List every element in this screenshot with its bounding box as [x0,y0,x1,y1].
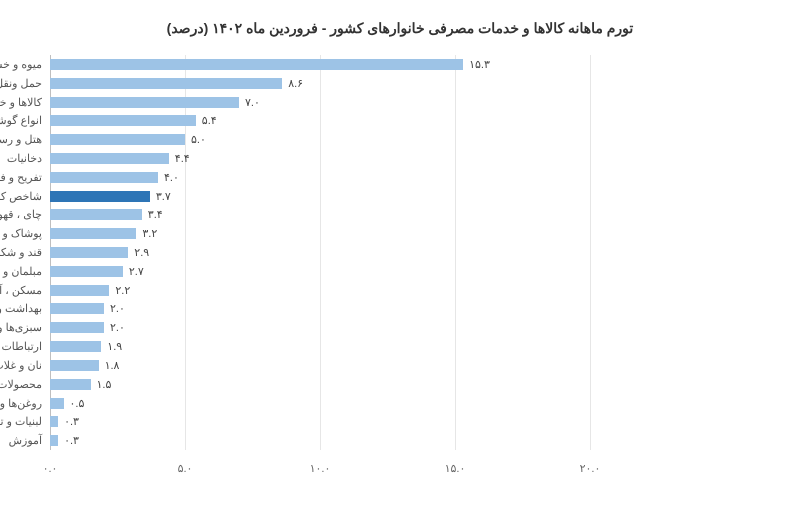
bar [50,341,101,352]
value-label: ۲.۹ [134,246,149,259]
value-label: ۴.۴ [175,152,190,165]
category-label: محصولات خوراکی طبقه بندی نشده در جای دیگ… [0,378,42,391]
bar-row: شاخص کل۳.۷ [50,187,590,206]
bar [50,379,91,390]
bar [50,134,185,145]
bar [50,360,99,371]
x-tick-label: ۱۰.۰ [310,462,331,475]
bar [50,266,123,277]
bar [50,59,463,70]
bar-row: محصولات خوراکی طبقه بندی نشده در جای دیگ… [50,375,590,394]
value-label: ۲.۲ [115,284,130,297]
bar-row: کالاها و خدمات متفرقه۷.۰ [50,93,590,112]
value-label: ۲.۷ [129,265,144,278]
bar [50,303,104,314]
value-label: ۱۵.۳ [469,58,490,71]
category-label: لبنیات و تخم مرغ [0,415,42,428]
bar-row: آموزش۰.۳ [50,431,590,450]
value-label: ۸.۶ [288,77,303,90]
category-label: انواع گوشت قرمز و سفید [0,114,42,127]
value-label: ۱.۵ [97,378,112,391]
x-tick-label: ۲۰.۰ [580,462,601,475]
category-label: سبزی‌ها وحبوبات [0,321,42,334]
bar [50,398,64,409]
value-label: ۴.۰ [164,171,179,184]
bar-row: چای ، قهوه ، کاکائو۳.۴ [50,206,590,225]
category-label: پوشاک و کفش [0,227,42,240]
category-label: میوه و خشکبار [0,58,42,71]
gridline [590,55,591,450]
bar-row: میوه و خشکبار۱۵.۳ [50,55,590,74]
bar-row: حمل ونقل۸.۶ [50,74,590,93]
bar [50,435,58,446]
value-label: ۳.۲ [142,227,157,240]
bar-row: هتل و رستوران۵.۰ [50,130,590,149]
value-label: ۳.۷ [156,190,171,203]
value-label: ۳.۴ [148,208,163,221]
value-label: ۱.۸ [105,359,120,372]
bar-row: مبلمان و لوازم خانگی و نگهداری معمول آنه… [50,262,590,281]
category-label: کالاها و خدمات متفرقه [0,96,42,109]
bar-row: انواع گوشت قرمز و سفید۵.۴ [50,111,590,130]
bar [50,285,109,296]
value-label: ۰.۵ [70,397,85,410]
bar [50,247,128,258]
x-tick-label: ۰.۰ [43,462,58,475]
bar-row: سبزی‌ها وحبوبات۲.۰ [50,318,590,337]
category-label: مسکن ، آب ، برق ، گاز و سایر سوختها [0,284,42,297]
bar-row: بهداشت و درمان۲.۰ [50,300,590,319]
bar [50,209,142,220]
category-label: قند و شکر و شیرینی‌ها [0,246,42,259]
x-tick-label: ۵.۰ [178,462,193,475]
category-label: بهداشت و درمان [0,302,42,315]
category-label: چای ، قهوه ، کاکائو [0,208,42,221]
category-label: تفریح و فرهنگ [0,171,42,184]
category-label: دخانیات [7,152,42,165]
bar-row: روغن‌ها و چربی‌ها۰.۵ [50,394,590,413]
bar [50,115,196,126]
bar-row: ارتباطات۱.۹ [50,337,590,356]
bar [50,191,150,202]
category-label: شاخص کل [0,190,42,203]
value-label: ۷.۰ [245,96,260,109]
category-label: حمل ونقل [0,77,42,90]
bars-group: میوه و خشکبار۱۵.۳حمل ونقل۸.۶کالاها و خدم… [50,55,590,450]
bar-row: دخانیات۴.۴ [50,149,590,168]
x-tick-label: ۱۵.۰ [445,462,466,475]
value-label: ۲.۰ [110,321,125,334]
bar-row: قند و شکر و شیرینی‌ها۲.۹ [50,243,590,262]
plot-area: میوه و خشکبار۱۵.۳حمل ونقل۸.۶کالاها و خدم… [50,55,590,475]
bar [50,78,282,89]
value-label: ۵.۴ [202,114,217,127]
value-label: ۰.۳ [64,415,79,428]
bar-row: مسکن ، آب ، برق ، گاز و سایر سوختها۲.۲ [50,281,590,300]
bar-row: پوشاک و کفش۳.۲ [50,224,590,243]
bar-row: لبنیات و تخم مرغ۰.۳ [50,412,590,431]
value-label: ۵.۰ [191,133,206,146]
bar [50,153,169,164]
category-label: هتل و رستوران [0,133,42,146]
bar [50,228,136,239]
category-label: مبلمان و لوازم خانگی و نگهداری معمول آنه… [0,265,42,278]
value-label: ۰.۳ [64,434,79,447]
bar [50,97,239,108]
chart-container: تورم ماهانه کالاها و خدمات مصرفی خانواره… [0,0,800,515]
bar [50,322,104,333]
value-label: ۱.۹ [107,340,122,353]
category-label: نان و غلات [0,359,42,372]
bar-row: تفریح و فرهنگ۴.۰ [50,168,590,187]
bar [50,172,158,183]
bar-row: نان و غلات۱.۸ [50,356,590,375]
bar [50,416,58,427]
category-label: آموزش [9,434,42,447]
value-label: ۲.۰ [110,302,125,315]
category-label: ارتباطات [1,340,42,353]
chart-title: تورم ماهانه کالاها و خدمات مصرفی خانواره… [10,20,790,37]
category-label: روغن‌ها و چربی‌ها [0,397,42,410]
